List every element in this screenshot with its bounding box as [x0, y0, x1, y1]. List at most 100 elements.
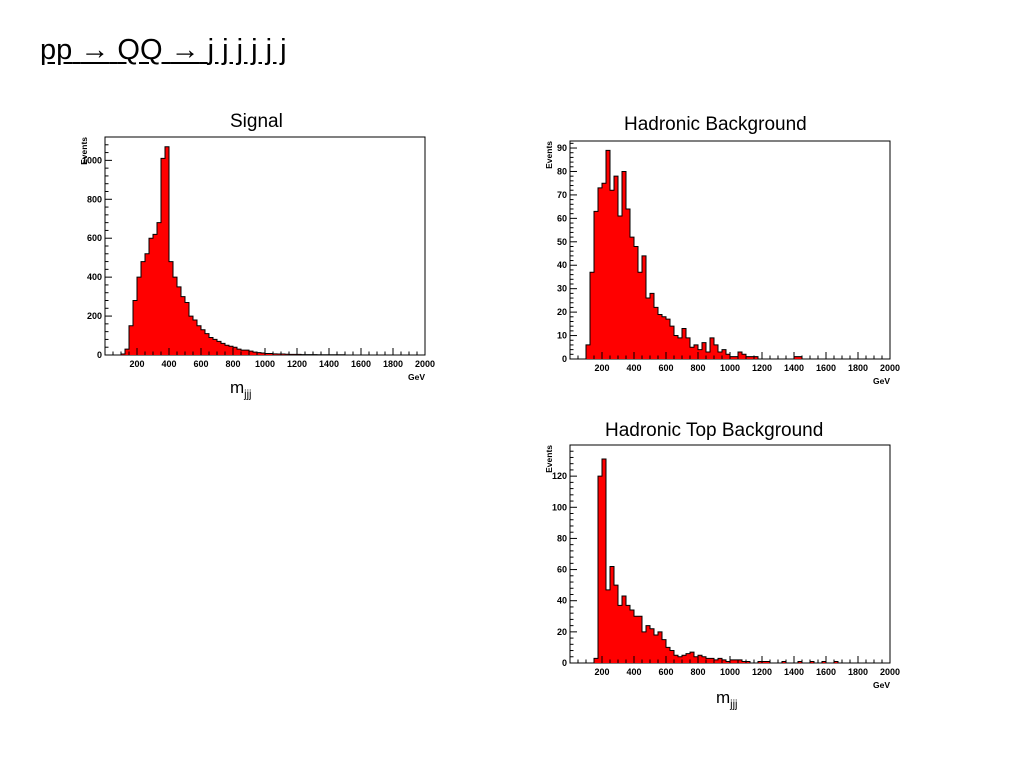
- histogram-bin: [161, 158, 165, 355]
- histogram-bin: [189, 316, 193, 355]
- histogram-bin: [834, 661, 838, 663]
- x-tick-label: 1200: [752, 363, 772, 373]
- histogram-bin: [157, 222, 161, 355]
- histogram-bin: [694, 656, 698, 663]
- histogram-bin: [742, 661, 746, 663]
- x-tick-label: 1000: [720, 667, 740, 677]
- y-tick-label: 70: [557, 190, 567, 200]
- histogram-bin: [253, 352, 257, 355]
- histogram-bin: [630, 237, 634, 359]
- x-tick-label: 1000: [255, 359, 275, 369]
- histogram-bin: [217, 341, 221, 355]
- histogram-bin: [682, 328, 686, 359]
- histogram-bin: [682, 655, 686, 663]
- x-axis-label-top: mjjj: [716, 688, 738, 711]
- x-tick-label: 1800: [848, 667, 868, 677]
- histogram-bin: [598, 476, 602, 663]
- x-tick-label: 200: [594, 667, 609, 677]
- x-tick-label: 400: [626, 363, 641, 373]
- y-axis-label: Events: [544, 141, 554, 169]
- histogram-outline: [585, 149, 890, 360]
- histogram-bin: [237, 349, 241, 355]
- histogram-bin: [638, 616, 642, 663]
- x-tick-label: 1200: [752, 667, 772, 677]
- y-tick-label: 400: [87, 272, 102, 282]
- histogram-bin: [634, 616, 638, 663]
- histogram-bin: [762, 661, 766, 663]
- histogram-bin: [718, 351, 722, 359]
- histogram-bin: [754, 356, 758, 359]
- y-tick-label: 800: [87, 194, 102, 204]
- chart-title-hadronic-top-background: Hadronic Top Background: [605, 420, 824, 441]
- x-axis-label-signal: mjjj: [230, 378, 252, 401]
- histogram-bin: [646, 298, 650, 359]
- histogram-bin: [153, 234, 157, 355]
- histogram-bin: [205, 333, 209, 355]
- histogram-bin: [686, 653, 690, 663]
- histogram-outline: [586, 458, 890, 664]
- x-tick-label: 1000: [720, 363, 740, 373]
- histogram-bin: [610, 566, 614, 663]
- histogram-bin: [201, 329, 205, 355]
- histogram-bin: [269, 353, 273, 355]
- histogram-bin: [666, 647, 670, 663]
- histogram-bin: [662, 316, 666, 359]
- histogram-bin: [722, 659, 726, 663]
- x-tick-label: 1600: [816, 363, 836, 373]
- y-tick-label: 0: [562, 658, 567, 668]
- x-tick-label: 1200: [287, 359, 307, 369]
- y-tick-label: 60: [557, 565, 567, 575]
- histogram-bin: [766, 661, 770, 663]
- histogram-bin: [642, 255, 646, 359]
- histogram-bin: [798, 661, 802, 663]
- histogram-bin: [822, 661, 826, 663]
- histogram-bin: [726, 354, 730, 359]
- x-tick-label: 2000: [415, 359, 435, 369]
- right-arrow-icon: →: [170, 34, 200, 66]
- histogram-bin: [622, 171, 626, 359]
- y-axis-label: Events: [544, 445, 554, 473]
- x-tick-label: 2000: [880, 667, 900, 677]
- y-tick-label: 0: [97, 350, 102, 360]
- histogram-bin: [734, 659, 738, 663]
- x-tick-label: 800: [690, 667, 705, 677]
- histogram-bin: [173, 277, 177, 355]
- x-tick-label: 200: [594, 363, 609, 373]
- histogram-bin: [618, 216, 622, 359]
- histogram-bin: [193, 319, 197, 355]
- histogram-bin: [225, 345, 229, 355]
- histogram-bin: [606, 589, 610, 663]
- histogram-bin: [782, 661, 786, 663]
- histogram-bin: [650, 293, 654, 359]
- histogram-bin: [233, 347, 237, 355]
- y-tick-label: 120: [552, 471, 567, 481]
- histogram-bin: [634, 246, 638, 359]
- histogram-bin: [614, 585, 618, 663]
- x-tick-label: 600: [658, 667, 673, 677]
- histogram-bin: [602, 183, 606, 359]
- y-tick-label: 80: [557, 533, 567, 543]
- histogram-bins: [586, 150, 802, 359]
- histogram-bin: [678, 337, 682, 359]
- histogram-bin: [586, 344, 590, 359]
- histogram-bin: [702, 656, 706, 663]
- histogram-bin: [654, 307, 658, 359]
- x-tick-label: 1600: [351, 359, 371, 369]
- histogram-bin: [714, 344, 718, 359]
- histogram-bin: [213, 339, 217, 355]
- histogram-bin: [209, 337, 213, 355]
- histogram-bin: [630, 610, 634, 663]
- y-tick-label: 80: [557, 166, 567, 176]
- y-tick-label: 50: [557, 237, 567, 247]
- histogram-bin: [650, 628, 654, 663]
- histogram-bin: [710, 337, 714, 359]
- y-tick-label: 60: [557, 213, 567, 223]
- histogram-bin: [197, 325, 201, 355]
- histogram-bin: [626, 605, 630, 663]
- histogram-bin: [674, 335, 678, 359]
- y-tick-label: 20: [557, 627, 567, 637]
- y-tick-label: 20: [557, 307, 567, 317]
- histogram-bin: [694, 344, 698, 359]
- x-tick-label: 1600: [816, 667, 836, 677]
- histogram-bin: [714, 659, 718, 663]
